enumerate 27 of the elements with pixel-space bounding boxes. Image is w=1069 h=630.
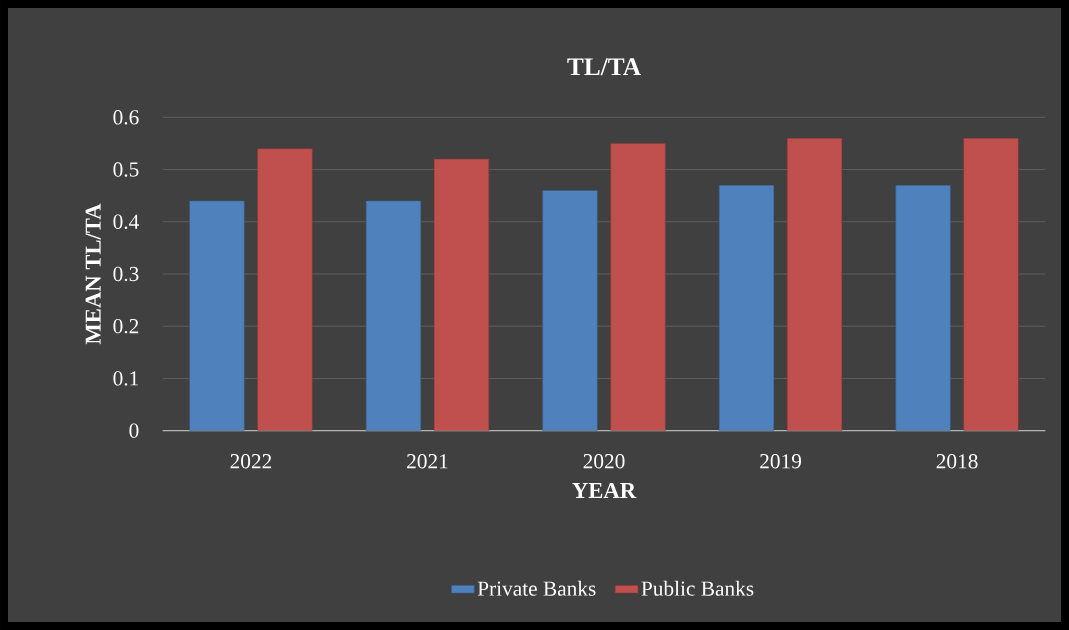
chart-title: TL/TA [567,58,641,76]
y-tick-label: 0.3 [113,266,139,282]
x-tick-label: 2022 [230,454,272,469]
legend-label: Public Banks [641,580,754,596]
x-tick-label: 2018 [936,454,978,469]
y-tick-label: 0 [129,423,139,438]
bar [610,143,666,431]
x-tick-label: 2021 [407,454,448,469]
bar [963,137,1019,431]
legend-label: Private Banks [477,580,596,596]
bar [189,200,245,431]
y-tick-label: 0.6 [113,110,139,125]
bar [895,184,951,431]
bar [718,184,775,431]
y-tick-label: 0.5 [113,162,139,177]
bar [433,158,490,431]
bar [542,190,598,431]
bar [257,148,313,431]
x-tick-label: 2020 [583,454,625,469]
y-tick-label: 0.1 [113,371,139,386]
x-tick-label: 2019 [760,454,801,469]
y-tick-label: 0.4 [113,214,139,229]
bar [786,137,843,431]
bar [365,200,422,431]
y-tick-label: 0.2 [113,318,139,334]
x-axis-title: YEAR [572,482,637,498]
y-axis-title: MEAN TL/TA [85,203,101,345]
